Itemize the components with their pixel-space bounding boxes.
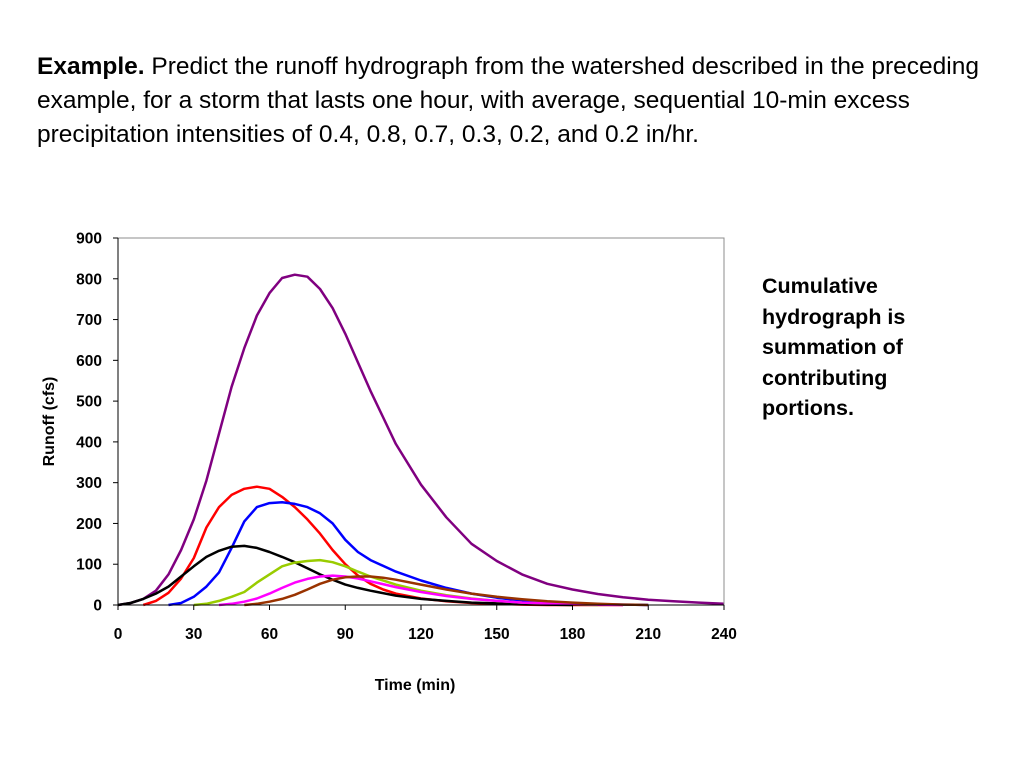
y-tick-label: 0 [93,598,102,615]
y-tick-label: 100 [76,557,102,574]
y-ticks: 0 100 200 300 400 500 600 700 800 900 [76,231,118,615]
x-tick-label: 180 [560,626,586,643]
y-tick-label: 600 [76,353,102,370]
y-tick-label: 300 [76,475,102,492]
side-note: Cumulative hydrograph is summation of co… [762,274,906,420]
x-tick-label: 30 [185,626,202,643]
y-tick-label: 400 [76,434,102,451]
series-line-1 [117,273,725,607]
series-line-7 [244,575,649,607]
x-tick-label: 120 [408,626,434,643]
plot-area-frame [117,237,725,606]
x-tick-label: 210 [635,626,661,643]
y-tick-label: 800 [76,271,102,288]
y-tick-label: 200 [76,516,102,533]
x-ticks: 0 30 60 90 120 150 180 210 240 [114,605,737,643]
y-tick-label: 900 [76,231,102,248]
problem-body: Predict the runoff hydrograph from the w… [37,53,979,148]
x-tick-label: 60 [261,626,278,643]
y-tick-label: 700 [76,312,102,329]
series-layer [117,273,725,607]
x-tick-label: 90 [337,626,354,643]
y-axis-title: Runoff (cfs) [41,377,58,467]
series-line-6 [218,574,624,607]
problem-statement: Example. Predict the runoff hydrograph f… [37,50,987,152]
problem-lead: Example. [37,53,145,80]
x-tick-label: 0 [114,626,123,643]
y-tick-label: 500 [76,394,102,411]
x-axis-title: Time (min) [375,677,456,694]
x-tick-label: 150 [484,626,510,643]
x-tick-label: 240 [711,626,737,643]
series-line-2 [142,485,623,607]
